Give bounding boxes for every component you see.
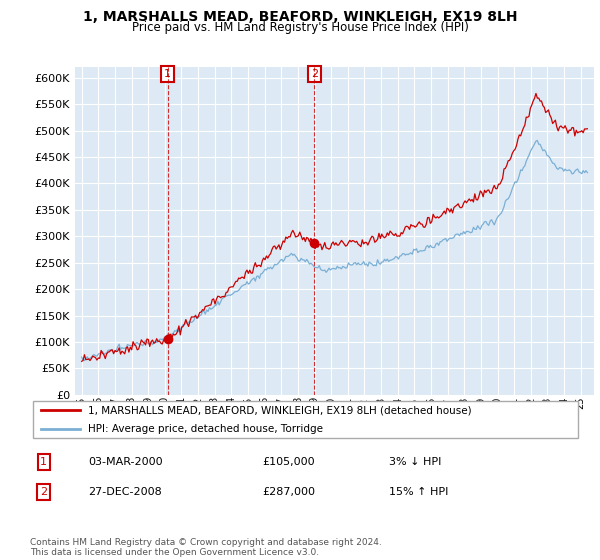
Text: 2: 2 (40, 487, 47, 497)
Text: 27-DEC-2008: 27-DEC-2008 (88, 487, 162, 497)
Text: 3% ↓ HPI: 3% ↓ HPI (389, 457, 441, 467)
Text: 1, MARSHALLS MEAD, BEAFORD, WINKLEIGH, EX19 8LH: 1, MARSHALLS MEAD, BEAFORD, WINKLEIGH, E… (83, 10, 517, 24)
FancyBboxPatch shape (33, 402, 578, 437)
Text: Price paid vs. HM Land Registry's House Price Index (HPI): Price paid vs. HM Land Registry's House … (131, 21, 469, 34)
Text: 03-MAR-2000: 03-MAR-2000 (88, 457, 163, 467)
Text: £287,000: £287,000 (262, 487, 315, 497)
Text: 15% ↑ HPI: 15% ↑ HPI (389, 487, 448, 497)
Text: 1, MARSHALLS MEAD, BEAFORD, WINKLEIGH, EX19 8LH (detached house): 1, MARSHALLS MEAD, BEAFORD, WINKLEIGH, E… (88, 405, 472, 415)
Text: 1: 1 (40, 457, 47, 467)
Text: £105,000: £105,000 (262, 457, 314, 467)
Text: 1: 1 (164, 69, 171, 79)
Text: 2: 2 (311, 69, 318, 79)
Text: HPI: Average price, detached house, Torridge: HPI: Average price, detached house, Torr… (88, 424, 323, 433)
Text: Contains HM Land Registry data © Crown copyright and database right 2024.
This d: Contains HM Land Registry data © Crown c… (30, 538, 382, 557)
